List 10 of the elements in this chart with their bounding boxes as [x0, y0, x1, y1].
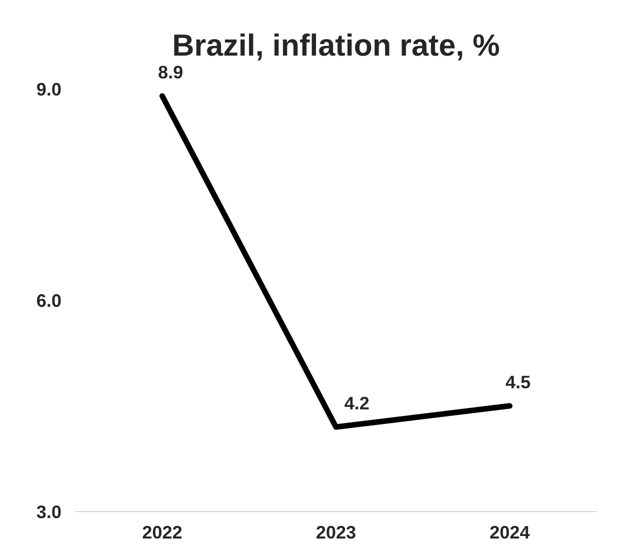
chart-title: Brazil, inflation rate, % — [174, 33, 500, 60]
y-tick-label: 9.0 — [37, 82, 61, 96]
x-tick-label: 2024 — [490, 526, 530, 539]
y-tick-label: 6.0 — [37, 294, 61, 307]
x-tick-label: 2022 — [142, 526, 182, 539]
data-label: 4.5 — [506, 376, 530, 388]
y-tick-label: 3.0 — [36, 505, 61, 518]
data-label: 8.9 — [158, 66, 182, 79]
data-label: 4.2 — [344, 396, 369, 410]
x-tick-label: 2023 — [316, 526, 356, 539]
